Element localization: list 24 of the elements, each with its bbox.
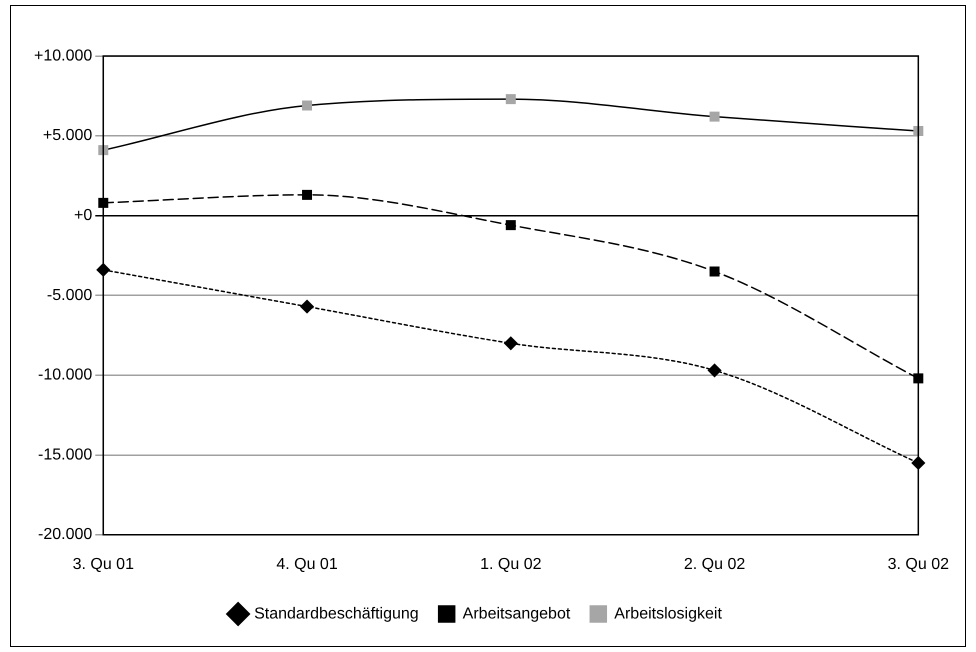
y-tick-label: -5.000 (46, 286, 92, 304)
y-tick-label: -15.000 (38, 446, 92, 464)
point (504, 336, 518, 350)
y-tick-label: +5.000 (42, 127, 92, 144)
y-tick-label: -10.000 (38, 366, 92, 384)
y-tick-label: +10.000 (34, 47, 92, 64)
point (708, 364, 722, 378)
x-tick-label: 2. Qu 02 (684, 556, 746, 573)
point (710, 112, 720, 122)
point (302, 190, 312, 200)
x-tick-label: 3. Qu 02 (888, 556, 950, 573)
point (302, 100, 312, 110)
y-tick-label: +0 (74, 207, 92, 224)
point (506, 220, 516, 230)
x-tick-label: 1. Qu 02 (480, 556, 542, 573)
point (710, 266, 720, 276)
point (300, 300, 314, 314)
point (506, 94, 516, 104)
x-tick-label: 4. Qu 01 (276, 556, 338, 573)
legend-label: Standardbeschäftigung (254, 605, 419, 622)
x-tick-label: 3. Qu 01 (72, 556, 134, 573)
y-tick-label: -20.000 (38, 526, 92, 544)
legend-label: Arbeitsangebot (462, 605, 571, 622)
legend-label: Arbeitslosigkeit (614, 605, 722, 622)
